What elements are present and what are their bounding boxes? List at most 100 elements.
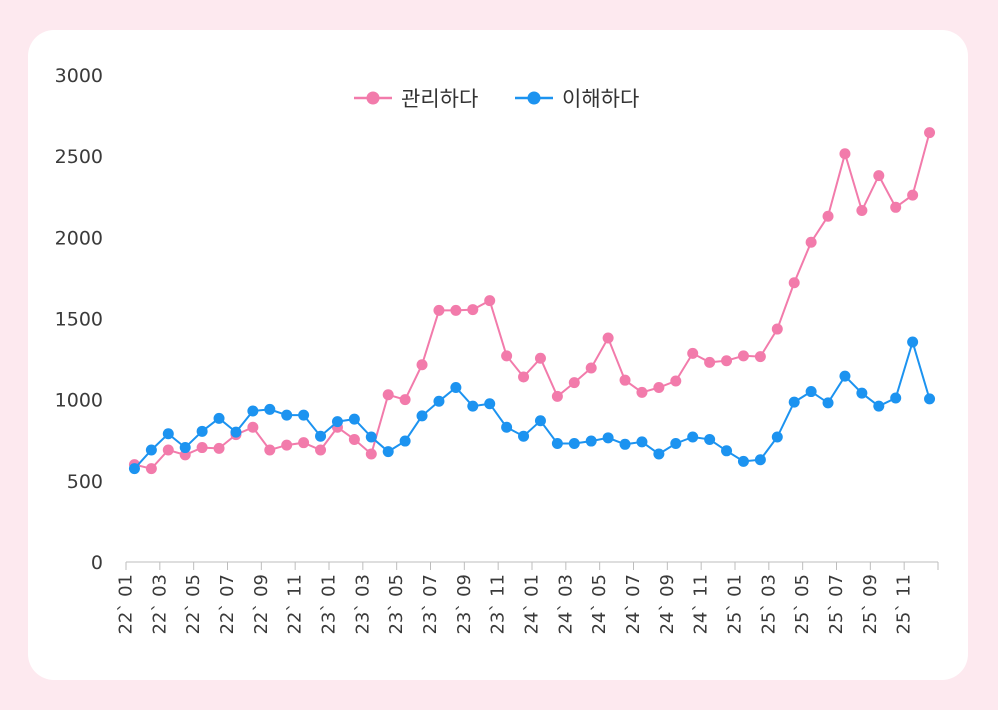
data-point	[213, 442, 225, 454]
y-axis: 0 500 1000 1500 2000 2500 3000	[55, 65, 103, 574]
legend-label: 이해하다	[562, 87, 639, 111]
data-point	[754, 454, 766, 466]
data-point	[450, 304, 462, 316]
data-point	[348, 433, 360, 445]
data-point	[196, 442, 208, 454]
data-point	[162, 444, 174, 456]
data-point	[721, 355, 733, 367]
data-point	[653, 381, 665, 393]
x-tick-label: 22` 01	[115, 574, 136, 635]
x-tick-label: 25` 05	[792, 574, 813, 635]
data-point	[924, 393, 936, 405]
x-axis: 22` 01 22` 03 22` 05 22` 07 22` 09 22` 11 23` …	[115, 561, 939, 635]
x-tick-label: 24` 05	[589, 574, 610, 635]
x-tick-label: 24` 11	[691, 574, 712, 635]
x-tick-label: 25` 03	[758, 574, 779, 635]
x-tick-label: 23` 01	[318, 574, 339, 635]
data-point	[788, 277, 800, 289]
x-tick-label: 23` 05	[386, 574, 407, 635]
data-point	[467, 304, 479, 316]
legend-marker	[527, 91, 541, 105]
data-point	[298, 437, 310, 449]
data-point	[484, 398, 496, 410]
chart-card: 0 500 1000 1500 2000 2500 3000 22` 01 22` 03 22`…	[28, 30, 968, 680]
y-tick-label: 0	[91, 552, 103, 574]
x-tick-label: 22` 09	[251, 574, 272, 635]
data-point	[315, 430, 327, 442]
legend-item-1: 관리하다	[354, 87, 478, 111]
data-point	[551, 437, 563, 449]
data-point	[670, 375, 682, 387]
x-tick-label: 25` 11	[894, 574, 915, 635]
data-point	[315, 444, 327, 456]
x-tick-label: 24` 09	[657, 574, 678, 635]
data-point	[365, 448, 377, 460]
data-point	[568, 437, 580, 449]
data-point	[365, 431, 377, 443]
data-point	[145, 463, 157, 475]
data-point	[399, 435, 411, 447]
data-point	[331, 416, 343, 428]
plot-area	[128, 127, 936, 475]
data-point	[179, 442, 191, 454]
data-point	[771, 431, 783, 443]
y-tick-label: 500	[67, 471, 103, 493]
legend-label: 관리하다	[401, 87, 478, 111]
data-point	[128, 463, 140, 475]
data-point	[670, 437, 682, 449]
x-tick-label: 23` 07	[420, 574, 441, 635]
data-point	[721, 445, 733, 457]
data-point	[805, 236, 817, 248]
x-tick-label: 25` 07	[826, 574, 847, 635]
x-tick-label: 23` 03	[352, 574, 373, 635]
x-tick-label: 24` 07	[623, 574, 644, 635]
series-line	[133, 338, 931, 470]
data-point	[636, 436, 648, 448]
data-point	[704, 433, 716, 445]
data-point	[737, 350, 749, 362]
y-tick-label: 1500	[55, 309, 103, 331]
data-point	[788, 396, 800, 408]
data-point	[501, 350, 513, 362]
data-point	[416, 410, 428, 422]
series-2	[128, 336, 936, 475]
data-point	[264, 403, 276, 415]
data-point	[822, 397, 834, 409]
data-point	[213, 412, 225, 424]
data-point	[822, 210, 834, 222]
data-point	[585, 435, 597, 447]
data-point	[754, 351, 766, 363]
data-point	[382, 446, 394, 458]
x-tick-label: 22` 07	[217, 574, 238, 635]
x-tick-label: 25` 09	[860, 574, 881, 635]
data-point	[805, 386, 817, 398]
data-point	[602, 332, 614, 344]
data-point	[704, 356, 716, 368]
data-point	[890, 201, 902, 213]
data-point	[298, 409, 310, 421]
data-point	[145, 444, 157, 456]
data-point	[230, 426, 242, 438]
data-point	[281, 439, 293, 451]
data-point	[585, 362, 597, 374]
x-tick-label: 22` 05	[183, 574, 204, 635]
data-point	[737, 455, 749, 467]
data-point	[602, 432, 614, 444]
data-point	[196, 425, 208, 437]
data-point	[348, 413, 360, 425]
data-point	[534, 352, 546, 364]
data-point	[162, 428, 174, 440]
data-point	[687, 431, 699, 443]
series-line	[134, 132, 931, 470]
data-point	[416, 359, 428, 371]
data-point	[247, 421, 259, 433]
data-point	[890, 392, 902, 404]
y-tick-label: 2500	[55, 146, 103, 168]
data-point	[907, 189, 919, 201]
data-point	[771, 323, 783, 335]
legend: 관리하다 이해하다	[354, 87, 639, 111]
legend-item-2: 이해하다	[515, 87, 639, 111]
y-tick-label: 2000	[55, 227, 103, 249]
data-point	[873, 170, 885, 182]
